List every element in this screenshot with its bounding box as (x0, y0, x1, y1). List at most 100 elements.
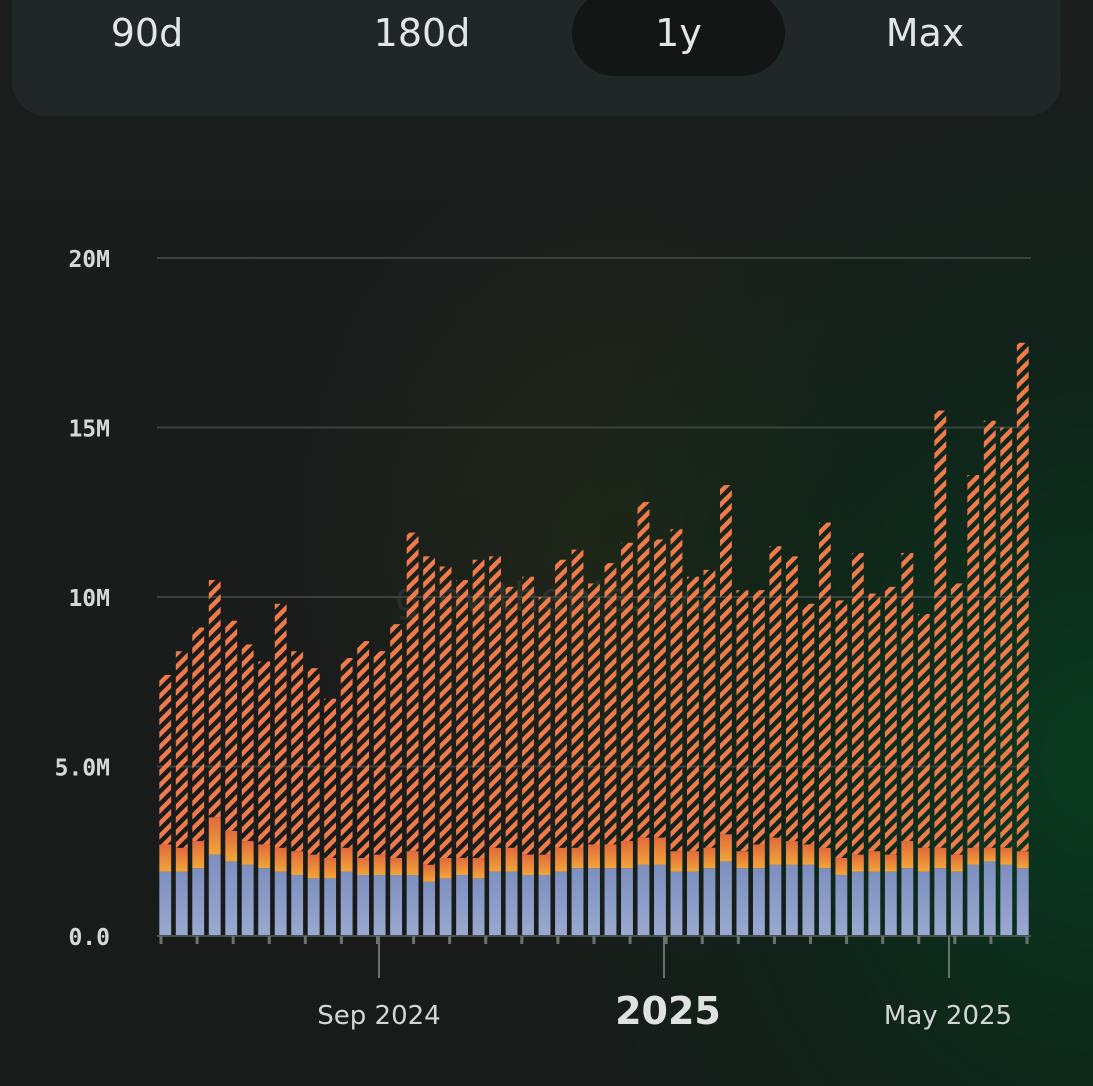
bar-segment-blue (241, 864, 254, 936)
bar-stack[interactable] (489, 556, 501, 936)
bar-segment-orange (670, 851, 683, 872)
bar-stack[interactable] (1000, 427, 1013, 937)
bar-stack[interactable] (588, 583, 600, 936)
bars (159, 342, 1029, 937)
bar-segment-striped (258, 661, 271, 845)
bar-stack[interactable] (769, 546, 782, 936)
bar-stack[interactable] (324, 698, 337, 936)
bar-segment-blue (835, 874, 848, 936)
bar-segment-orange (1000, 847, 1013, 865)
bar-stack[interactable] (687, 576, 699, 936)
bar-stack[interactable] (752, 590, 765, 936)
bar-stack[interactable] (192, 627, 205, 936)
bar-segment-orange (472, 858, 485, 879)
bar-stack[interactable] (818, 522, 831, 936)
bar-stack[interactable] (258, 661, 271, 936)
bar-stack[interactable] (555, 559, 567, 936)
bar-segment-blue (571, 868, 584, 936)
bar-stack[interactable] (357, 641, 370, 936)
bar-stack[interactable] (637, 502, 650, 936)
bar-stack[interactable] (423, 556, 436, 936)
bar-segment-striped (621, 542, 633, 842)
bar-stack[interactable] (373, 651, 386, 936)
bar-stack[interactable] (340, 658, 353, 936)
bar-stack[interactable] (950, 583, 963, 936)
bar-stack[interactable] (274, 603, 287, 936)
bar-stack[interactable] (917, 613, 930, 936)
bar-segment-blue (736, 868, 749, 936)
range-180d-button[interactable]: 180d (373, 11, 471, 55)
bar-segment-blue (505, 871, 518, 936)
bar-segment-blue (719, 861, 732, 936)
range-90d-button[interactable]: 90d (110, 11, 184, 55)
range-1y-button[interactable]: 1y (572, 0, 785, 76)
bar-stack[interactable] (522, 576, 534, 936)
bar-stack[interactable] (719, 485, 732, 936)
range-max-button[interactable]: Max (885, 11, 965, 55)
bar-segment-orange (769, 837, 782, 865)
bar-segment-striped (505, 586, 518, 848)
bar-segment-blue (950, 871, 963, 936)
bar-segment-striped (307, 668, 320, 855)
bar-stack[interactable] (538, 597, 551, 936)
bar-segment-orange (785, 841, 798, 865)
bar-segment-blue (538, 874, 551, 936)
bar-segment-orange (439, 858, 452, 879)
bar-stack[interactable] (175, 651, 188, 936)
bar-stack[interactable] (307, 668, 320, 936)
bar-segment-blue (208, 854, 221, 936)
bar-stack[interactable] (703, 569, 716, 936)
bar-segment-orange (373, 854, 386, 875)
bar-segment-striped (884, 586, 897, 855)
bar-segment-blue (472, 878, 485, 936)
bar-segment-striped (373, 651, 386, 855)
bar-stack[interactable] (571, 549, 584, 936)
bar-segment-striped (802, 603, 815, 845)
bar-stack[interactable] (736, 590, 749, 936)
bar-stack[interactable] (390, 624, 403, 936)
bar-segment-striped (588, 583, 600, 845)
bar-segment-orange (406, 851, 419, 875)
bar-segment-striped (390, 624, 403, 859)
bar-stack[interactable] (884, 586, 897, 936)
bar-segment-striped (818, 522, 831, 848)
bar-stack[interactable] (868, 593, 881, 936)
bar-stack[interactable] (983, 420, 996, 936)
bar-segment-orange (307, 854, 320, 879)
bar-segment-striped (967, 474, 980, 848)
bar-stack[interactable] (208, 580, 221, 936)
bar-stack[interactable] (670, 529, 683, 936)
bar-stack[interactable] (934, 410, 947, 936)
bar-segment-striped (785, 556, 798, 842)
bar-stack[interactable] (225, 620, 238, 936)
bar-stack[interactable] (241, 644, 254, 936)
bar-stack[interactable] (291, 651, 304, 936)
bar-segment-orange (983, 847, 996, 862)
bar-segment-blue (439, 878, 452, 936)
bar-stack[interactable] (851, 552, 864, 936)
bar-segment-blue (522, 874, 534, 936)
bar-stack[interactable] (802, 603, 815, 936)
bar-segment-striped (241, 644, 254, 842)
bar-segment-striped (851, 552, 864, 855)
bar-stack[interactable] (406, 532, 419, 936)
bar-segment-orange (241, 841, 254, 865)
bar-stack[interactable] (785, 556, 798, 936)
bar-stack[interactable] (159, 674, 172, 936)
bar-segment-orange (604, 844, 617, 869)
bar-stack[interactable] (472, 559, 485, 936)
bar-stack[interactable] (835, 600, 848, 936)
bar-segment-orange (950, 854, 963, 872)
bar-stack[interactable] (505, 586, 518, 936)
bar-segment-striped (670, 529, 683, 852)
bar-stack[interactable] (967, 474, 980, 936)
bar-segment-blue (868, 871, 881, 936)
bar-stack[interactable] (604, 563, 617, 936)
bar-segment-striped (637, 502, 650, 838)
bar-stack[interactable] (1016, 342, 1029, 936)
bar-stack[interactable] (456, 580, 469, 936)
bar-stack[interactable] (439, 566, 452, 936)
bar-stack[interactable] (654, 539, 666, 936)
bar-stack[interactable] (901, 552, 914, 936)
bar-stack[interactable] (621, 542, 633, 936)
